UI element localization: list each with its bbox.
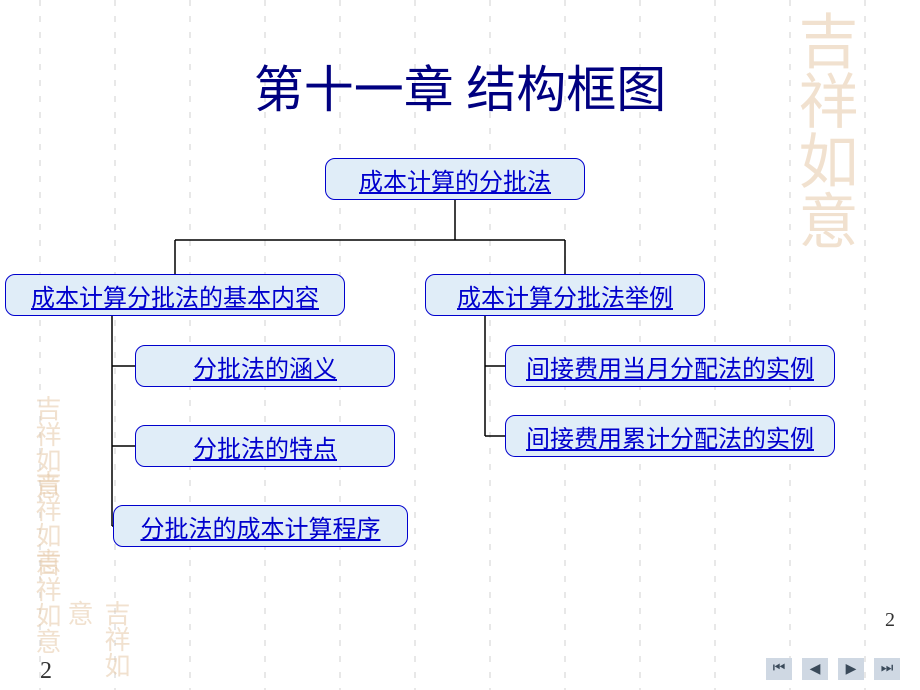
watermark: 吉祥如意 xyxy=(780,10,867,250)
node-label: 成本计算分批法举例 xyxy=(457,278,673,313)
node-left[interactable]: 成本计算分批法的基本内容 xyxy=(5,274,345,316)
node-r1[interactable]: 间接费用当月分配法的实例 xyxy=(505,345,835,387)
node-label: 间接费用累计分配法的实例 xyxy=(526,419,814,454)
watermark: 吉祥如意 xyxy=(28,550,65,654)
node-r2[interactable]: 间接费用累计分配法的实例 xyxy=(505,415,835,457)
node-l3[interactable]: 分批法的成本计算程序 xyxy=(113,505,408,547)
watermark: 吉祥如意 xyxy=(28,395,65,499)
page-number-left: 2 xyxy=(40,658,52,685)
watermark: 吉祥如意 xyxy=(28,470,65,574)
page-number-right: 2 xyxy=(885,609,895,632)
node-l1[interactable]: 分批法的涵义 xyxy=(135,345,395,387)
node-label: 成本计算分批法的基本内容 xyxy=(31,278,319,313)
nav-prev-button[interactable]: ◀ xyxy=(802,658,828,680)
nav-buttons: ⏮ ◀ ▶ ⏭ xyxy=(766,658,900,680)
node-right[interactable]: 成本计算分批法举例 xyxy=(425,274,705,316)
nav-last-button[interactable]: ⏭ xyxy=(874,658,900,680)
node-label: 间接费用当月分配法的实例 xyxy=(526,349,814,384)
slide: 吉祥如意吉祥如意吉祥如意吉祥如意吉祥如意 第十一章 结构框图 成本计算的分批法成… xyxy=(0,0,920,690)
nav-next-button[interactable]: ▶ xyxy=(838,658,864,680)
watermark: 吉祥如意 xyxy=(60,600,134,690)
node-l2[interactable]: 分批法的特点 xyxy=(135,425,395,467)
nav-first-button[interactable]: ⏮ xyxy=(766,658,792,680)
node-label: 成本计算的分批法 xyxy=(359,162,551,197)
node-label: 分批法的成本计算程序 xyxy=(141,509,381,544)
node-label: 分批法的涵义 xyxy=(193,349,337,384)
node-root[interactable]: 成本计算的分批法 xyxy=(325,158,585,200)
page-title: 第十一章 结构框图 xyxy=(0,50,920,122)
node-label: 分批法的特点 xyxy=(193,429,337,464)
